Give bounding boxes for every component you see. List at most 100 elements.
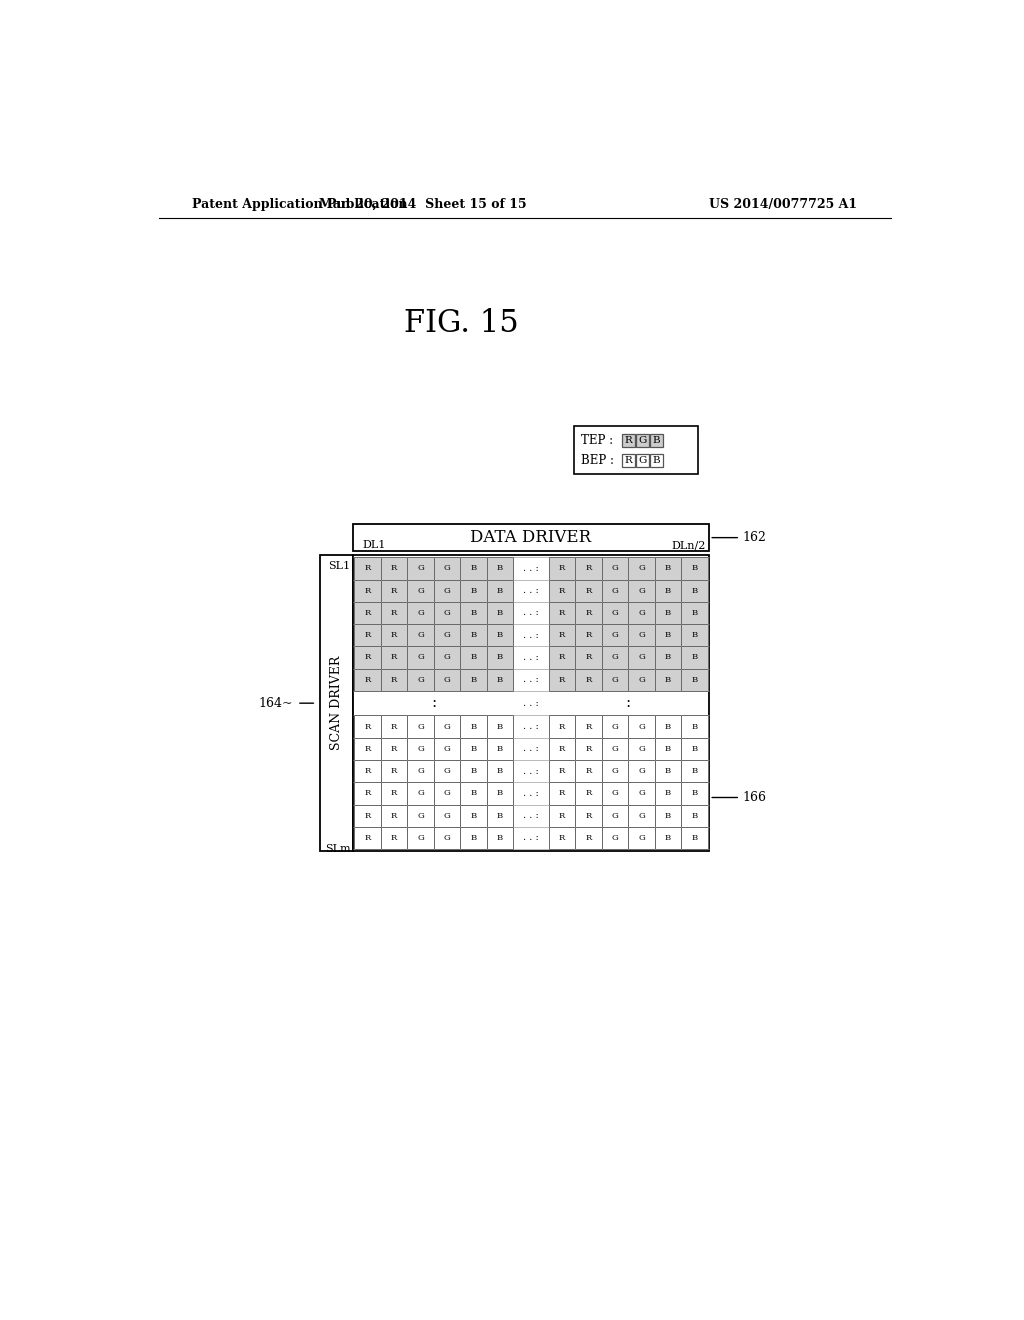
Bar bbox=[460, 579, 486, 602]
Text: B: B bbox=[497, 834, 503, 842]
Text: G: G bbox=[638, 609, 645, 616]
Text: R: R bbox=[559, 722, 565, 731]
Text: B: B bbox=[652, 455, 660, 465]
Bar bbox=[354, 669, 381, 690]
Bar bbox=[352, 524, 710, 552]
Bar bbox=[354, 760, 381, 783]
Bar bbox=[654, 783, 681, 805]
Text: B: B bbox=[497, 586, 503, 594]
Bar bbox=[381, 669, 408, 690]
Bar bbox=[408, 738, 434, 760]
Bar bbox=[354, 805, 381, 826]
Text: R: R bbox=[365, 744, 371, 752]
Text: G: G bbox=[417, 586, 424, 594]
Bar bbox=[654, 760, 681, 783]
Text: B: B bbox=[691, 676, 697, 684]
Bar bbox=[649, 434, 663, 446]
Text: . . :: . . : bbox=[523, 722, 539, 731]
Text: G: G bbox=[611, 744, 618, 752]
Bar bbox=[486, 805, 513, 826]
Bar bbox=[654, 557, 681, 579]
Text: G: G bbox=[638, 744, 645, 752]
Text: TEP :: TEP : bbox=[582, 434, 613, 446]
Text: B: B bbox=[665, 631, 671, 639]
Text: B: B bbox=[497, 812, 503, 820]
Bar bbox=[629, 557, 654, 579]
Bar bbox=[575, 783, 602, 805]
Text: G: G bbox=[443, 609, 451, 616]
Bar bbox=[602, 738, 629, 760]
Text: R: R bbox=[559, 812, 565, 820]
Bar bbox=[602, 557, 629, 579]
Bar bbox=[408, 624, 434, 647]
Text: R: R bbox=[365, 565, 371, 573]
Bar bbox=[486, 826, 513, 849]
Text: B: B bbox=[470, 653, 476, 661]
Text: R: R bbox=[391, 744, 397, 752]
Bar bbox=[408, 647, 434, 669]
Text: R: R bbox=[365, 834, 371, 842]
Bar bbox=[354, 647, 381, 669]
Text: G: G bbox=[638, 586, 645, 594]
Text: . . :: . . : bbox=[523, 698, 539, 708]
Text: B: B bbox=[665, 609, 671, 616]
Text: R: R bbox=[391, 722, 397, 731]
Text: . . :: . . : bbox=[523, 653, 539, 661]
Bar bbox=[381, 602, 408, 624]
Bar bbox=[460, 738, 486, 760]
Text: R: R bbox=[559, 586, 565, 594]
Bar bbox=[649, 454, 663, 467]
Bar bbox=[354, 826, 381, 849]
Bar bbox=[575, 826, 602, 849]
Bar bbox=[549, 805, 575, 826]
Bar bbox=[460, 647, 486, 669]
Text: B: B bbox=[497, 722, 503, 731]
Text: DATA DRIVER: DATA DRIVER bbox=[470, 529, 592, 546]
Bar bbox=[354, 624, 381, 647]
Text: R: R bbox=[559, 631, 565, 639]
Text: B: B bbox=[497, 744, 503, 752]
Text: G: G bbox=[417, 812, 424, 820]
Bar bbox=[549, 602, 575, 624]
Text: . . :: . . : bbox=[523, 833, 539, 842]
Bar bbox=[629, 647, 654, 669]
Text: R: R bbox=[586, 631, 592, 639]
Bar bbox=[602, 805, 629, 826]
Bar bbox=[602, 826, 629, 849]
Text: 162: 162 bbox=[742, 531, 766, 544]
Bar bbox=[381, 760, 408, 783]
Bar bbox=[434, 647, 460, 669]
Text: G: G bbox=[417, 767, 424, 775]
Text: R: R bbox=[365, 767, 371, 775]
Bar bbox=[460, 826, 486, 849]
Text: B: B bbox=[470, 789, 476, 797]
Text: R: R bbox=[391, 834, 397, 842]
Text: G: G bbox=[638, 455, 646, 465]
Bar bbox=[434, 557, 460, 579]
Bar bbox=[354, 783, 381, 805]
Text: G: G bbox=[443, 631, 451, 639]
Text: G: G bbox=[638, 834, 645, 842]
Text: R: R bbox=[559, 767, 565, 775]
Text: R: R bbox=[559, 609, 565, 616]
Bar bbox=[681, 826, 708, 849]
Bar bbox=[602, 760, 629, 783]
Text: G: G bbox=[638, 565, 645, 573]
Bar bbox=[460, 624, 486, 647]
Text: B: B bbox=[497, 676, 503, 684]
Bar bbox=[549, 826, 575, 849]
Text: . . :: . . : bbox=[523, 564, 539, 573]
Bar bbox=[460, 602, 486, 624]
Text: R: R bbox=[625, 455, 632, 465]
Text: B: B bbox=[691, 653, 697, 661]
Text: R: R bbox=[625, 436, 632, 445]
Bar bbox=[486, 579, 513, 602]
Text: B: B bbox=[470, 631, 476, 639]
Text: G: G bbox=[611, 767, 618, 775]
Bar bbox=[681, 805, 708, 826]
Bar bbox=[575, 579, 602, 602]
Text: B: B bbox=[665, 789, 671, 797]
Bar bbox=[629, 715, 654, 738]
Bar bbox=[321, 554, 352, 851]
Text: G: G bbox=[638, 767, 645, 775]
